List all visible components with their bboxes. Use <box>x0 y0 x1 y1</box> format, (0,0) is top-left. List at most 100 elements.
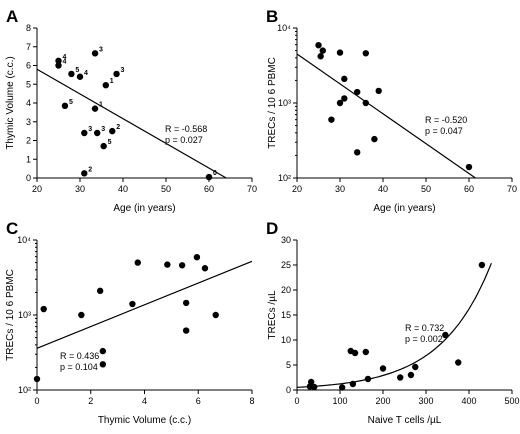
y-tick-label: 0 <box>286 385 291 395</box>
y-tick-label: 10³ <box>278 98 291 108</box>
p-value: p = 0.002 <box>405 334 443 344</box>
data-point <box>99 361 107 368</box>
x-tick-label: 40 <box>118 184 128 194</box>
x-tick-label: 70 <box>507 184 517 194</box>
point-label: 3 <box>121 67 125 74</box>
y-tick-label: 10² <box>278 173 291 183</box>
data-point <box>100 142 107 150</box>
x-tick-label: 2 <box>88 396 93 406</box>
data-point <box>354 149 361 156</box>
panel-letter-d: D <box>266 219 278 238</box>
data-point <box>364 375 372 383</box>
x-axis-label: Age (in years) <box>113 203 175 214</box>
data-point <box>201 265 209 272</box>
data-point <box>362 348 369 356</box>
x-axis-label: Age (in years) <box>373 203 435 214</box>
data-point <box>94 129 101 137</box>
data-point <box>68 70 75 78</box>
data-point <box>351 349 359 357</box>
y-tick-label: 30 <box>281 235 291 245</box>
data-point <box>362 99 369 107</box>
data-point <box>109 127 116 135</box>
y-tick-label: 2 <box>26 136 31 146</box>
y-tick-label: 10⁴ <box>17 235 31 245</box>
data-point <box>315 41 322 49</box>
x-tick-label: 60 <box>464 184 474 194</box>
y-tick-label: 0 <box>26 173 31 183</box>
y-tick-label: 7 <box>26 42 31 52</box>
p-value: p = 0.027 <box>165 135 203 145</box>
panel-d: D 0 100 200 300 400 500 0 5 10 15 20 25 30 Naive T ce… <box>266 219 520 426</box>
data-point <box>336 49 344 56</box>
data-point <box>81 129 88 137</box>
y-tick-label: 5 <box>286 360 291 370</box>
data-point <box>78 311 85 319</box>
p-value: p = 0.047 <box>425 126 463 136</box>
point-label: 3 <box>88 126 92 133</box>
data-point <box>182 299 190 307</box>
x-tick-label: 60 <box>204 184 214 194</box>
data-point <box>99 347 107 355</box>
x-tick-label: 40 <box>378 184 388 194</box>
data-point <box>349 380 357 388</box>
point-label: 4 <box>63 54 67 61</box>
x-tick-label: 50 <box>421 184 431 194</box>
x-tick-label: 0 <box>294 396 299 406</box>
data-point <box>76 73 84 80</box>
x-axis-label: Naive T cells /µL <box>368 415 442 426</box>
data-point <box>33 375 41 383</box>
data-point <box>442 331 449 339</box>
y-tick-label: 1 <box>26 154 31 164</box>
data-point <box>362 50 369 57</box>
data-point <box>375 87 382 95</box>
data-point <box>478 261 486 269</box>
y-axis-label: TRECs / 10 6 PBMC <box>5 269 16 361</box>
x-axis-label: Thymic Volume (c.c.) <box>98 415 191 426</box>
y-tick-label: 20 <box>281 285 291 295</box>
data-point <box>317 53 324 60</box>
data-point <box>379 365 387 372</box>
point-label: 5 <box>108 139 112 146</box>
correlation-r: R = 0.436 <box>60 351 99 361</box>
x-tick-label: 500 <box>504 396 519 406</box>
x-tick-label: 6 <box>196 396 201 406</box>
data-point <box>328 116 335 123</box>
data-point <box>129 300 136 308</box>
panel-b: B 20 30 40 50 60 70 10² 10³ 10⁴ Age (in years) TRE… <box>266 7 517 214</box>
data-point <box>193 253 201 261</box>
point-label: 1 <box>99 102 103 109</box>
correlation-r: R = -0.520 <box>425 115 467 125</box>
x-tick-label: 30 <box>75 184 85 194</box>
data-point <box>102 81 110 89</box>
x-tick-label: 50 <box>161 184 171 194</box>
x-tick-label: 20 <box>292 184 302 194</box>
y-tick-label: 25 <box>281 260 291 270</box>
panel-letter-c: C <box>6 219 18 238</box>
point-label: 4 <box>84 70 88 77</box>
x-tick-label: 4 <box>142 396 147 406</box>
point-label: 3 <box>101 126 105 133</box>
x-tick-label: 30 <box>335 184 345 194</box>
correlation-r: R = -0.568 <box>165 124 207 134</box>
data-point <box>164 261 171 268</box>
data-point <box>455 359 462 366</box>
x-tick-label: 20 <box>32 184 42 194</box>
x-tick-label: 200 <box>375 396 390 406</box>
y-tick-label: 3 <box>26 117 31 127</box>
data-point <box>81 170 88 177</box>
x-tick-label: 300 <box>418 396 433 406</box>
y-tick-label: 10³ <box>18 310 31 320</box>
data-point <box>311 383 318 391</box>
data-point <box>338 384 346 391</box>
data-point <box>341 95 348 102</box>
data-point <box>182 327 190 334</box>
x-tick-label: 400 <box>461 396 476 406</box>
y-axis-label: TRECs / 10 6 PBMC <box>267 57 278 149</box>
point-label: 3 <box>99 46 103 53</box>
data-point <box>91 50 99 57</box>
data-point <box>371 135 378 143</box>
y-tick-label: 15 <box>281 310 291 320</box>
data-point <box>397 374 404 381</box>
y-tick-label: 10 <box>281 335 291 345</box>
